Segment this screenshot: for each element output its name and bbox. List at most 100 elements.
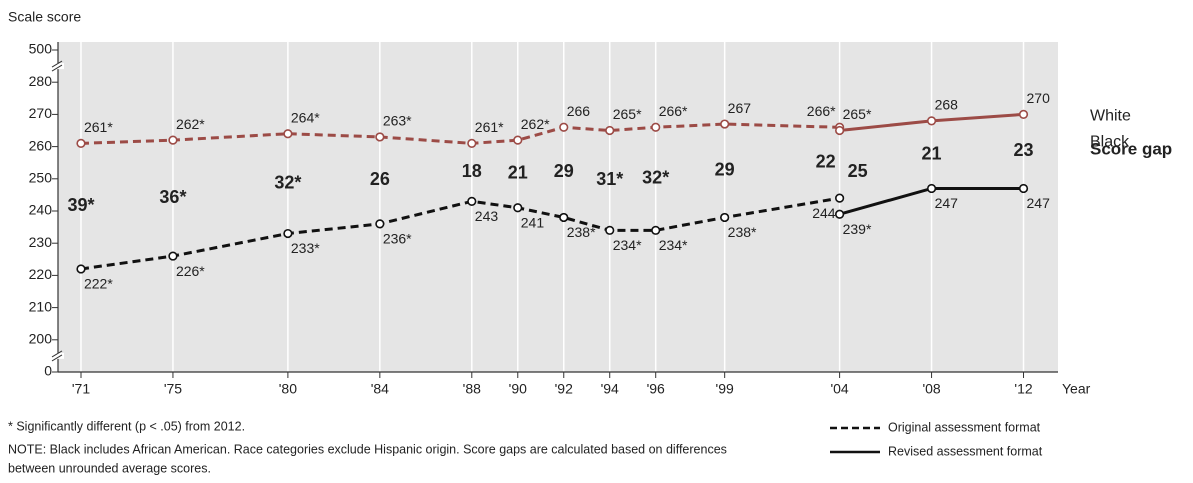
line-original — [80, 122, 840, 145]
value-label: 262* — [176, 116, 205, 132]
point — [375, 132, 385, 142]
y-tick-label: 210 — [29, 298, 53, 314]
plot-area — [58, 42, 1058, 372]
value-label: 243 — [475, 208, 499, 224]
score-gap: 36* — [159, 187, 186, 207]
value-label: 266 — [567, 103, 591, 119]
y-axis-title: Scale score — [8, 9, 81, 25]
score-gap: 21 — [508, 163, 528, 183]
axis-break — [51, 64, 63, 72]
point — [375, 219, 385, 229]
point — [513, 203, 523, 213]
score-gap: 32* — [642, 168, 669, 188]
y-tick-label: 270 — [29, 105, 53, 121]
value-label: 266* — [807, 103, 836, 119]
note: NOTE: Black includes African American. R… — [8, 442, 727, 456]
value-label: 266* — [659, 103, 688, 119]
x-tick-label: '12 — [1014, 381, 1032, 397]
axis-break — [51, 354, 63, 362]
value-label: 226* — [176, 263, 205, 279]
point — [835, 193, 845, 203]
y-tick-label: 200 — [29, 331, 53, 347]
point — [720, 212, 730, 223]
axis-break — [51, 60, 63, 68]
score-gap: 32* — [274, 172, 301, 192]
value-label: 270 — [1027, 90, 1051, 106]
point — [559, 212, 569, 223]
point — [168, 135, 178, 145]
value-label: 238* — [567, 224, 596, 240]
score-gap: 39* — [67, 195, 94, 215]
value-label: 247 — [935, 195, 959, 211]
point — [835, 125, 845, 136]
point — [168, 251, 178, 261]
legend-label: Revised assessment format — [888, 444, 1043, 458]
point — [76, 138, 86, 148]
value-label: 265* — [613, 106, 642, 122]
score-gap: 22 — [816, 151, 836, 171]
value-label: 261* — [475, 119, 504, 135]
legend-label: Original assessment format — [888, 420, 1041, 434]
x-tick-label: '80 — [279, 381, 297, 397]
y-tick-label: 240 — [29, 202, 53, 218]
y-tick-label: 280 — [29, 73, 53, 89]
point — [283, 129, 293, 139]
value-label: 262* — [521, 116, 550, 132]
point — [467, 138, 477, 148]
point — [76, 264, 86, 274]
x-tick-label: '96 — [647, 381, 665, 397]
axis-break-gap — [50, 352, 64, 359]
value-label: 261* — [84, 119, 113, 135]
value-label: 267 — [728, 100, 752, 116]
y-tick-label: 230 — [29, 234, 53, 250]
point — [1018, 109, 1029, 119]
x-tick-label: '04 — [830, 381, 848, 397]
point — [651, 122, 661, 132]
point — [1018, 183, 1029, 194]
point — [467, 196, 477, 206]
point — [559, 122, 569, 132]
point — [283, 228, 293, 239]
value-label: 234* — [659, 237, 688, 253]
x-tick-label: '71 — [72, 381, 90, 397]
score-gap: 29 — [715, 160, 735, 180]
x-tick-label: '99 — [716, 381, 734, 397]
value-label: 234* — [613, 237, 642, 253]
x-tick-label: '84 — [371, 381, 389, 397]
value-label: 238* — [728, 224, 757, 240]
value-label: 233* — [291, 240, 320, 256]
value-label: 244 — [812, 205, 836, 221]
x-tick-label: '08 — [922, 381, 940, 397]
x-tick-label: '75 — [164, 381, 182, 397]
value-label: 236* — [383, 231, 412, 247]
value-label: 265* — [843, 106, 872, 122]
axis-break-gap — [50, 63, 64, 70]
value-label: 241 — [521, 214, 545, 230]
point — [926, 116, 937, 126]
x-tick-label: '94 — [601, 381, 619, 397]
score-gap: 29 — [554, 161, 574, 181]
axis-break — [51, 350, 63, 358]
value-label: 264* — [291, 109, 320, 125]
x-tick-label: '90 — [509, 381, 527, 397]
point — [605, 225, 615, 235]
x-tick-label: '92 — [555, 381, 573, 397]
value-label: 268 — [935, 97, 959, 113]
footnote: * Significantly different (p < .05) from… — [8, 419, 245, 433]
point — [926, 183, 937, 194]
point — [835, 209, 845, 219]
point — [651, 225, 661, 235]
y-tick-label: 250 — [29, 170, 53, 186]
x-axis-title: Year — [1062, 381, 1091, 397]
y-tick-label: 220 — [29, 266, 53, 282]
score-gap: 26 — [370, 169, 390, 189]
point — [513, 135, 523, 145]
score-gap: 18 — [462, 161, 482, 181]
point — [605, 125, 615, 136]
score-gap: 25 — [848, 161, 868, 181]
series-label: White — [1090, 108, 1131, 125]
score-gap-label: Score gap — [1090, 139, 1172, 158]
y-tick-label: 0 — [44, 363, 52, 379]
score-gap: 23 — [1014, 140, 1034, 160]
